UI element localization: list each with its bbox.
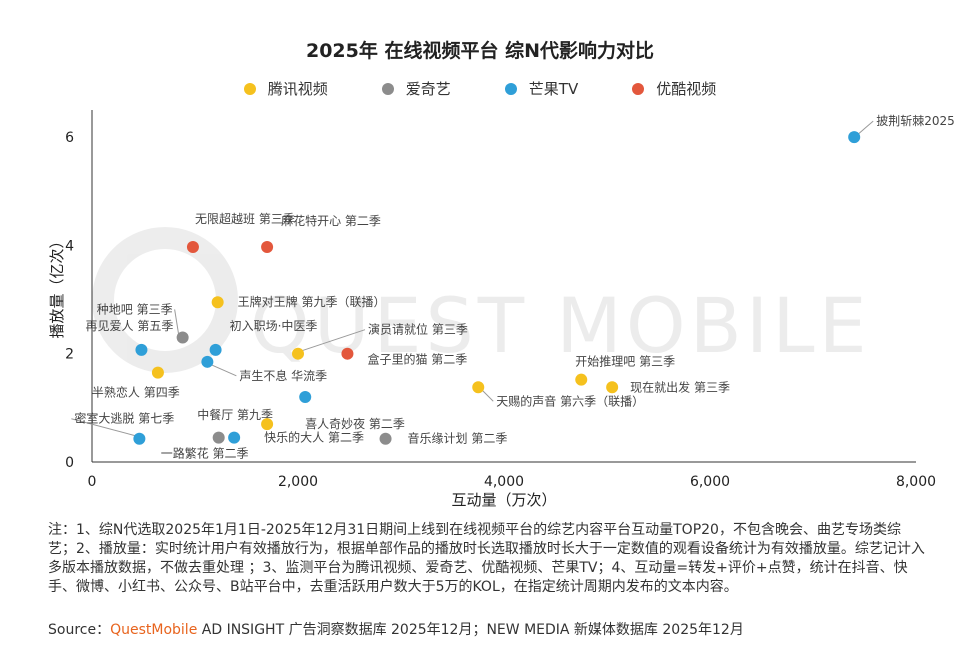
- legend-swatch-iqiyi: [381, 82, 394, 95]
- source-prefix: Source：: [48, 622, 111, 638]
- source-line: Source：QuestMobile AD INSIGHT 广告洞察数据库 20…: [48, 619, 744, 639]
- leader-line: [481, 389, 494, 402]
- data-point: [341, 347, 354, 360]
- data-point: [176, 331, 189, 344]
- x-tick-label: 6,000: [690, 474, 730, 490]
- data-point: [228, 431, 241, 444]
- leader-line: [301, 329, 366, 352]
- legend-item-mango: 芒果TV: [504, 78, 579, 99]
- footnotes: 注：1、综N代选取2025年1月1日-2025年12月31日期间上线到在线视频平…: [48, 521, 928, 597]
- data-point: [575, 373, 588, 386]
- data-label: 演员请就位 第三季: [368, 322, 468, 337]
- data-label: 再见爱人 第五季: [86, 319, 174, 333]
- y-tick-label: 4: [65, 238, 74, 254]
- legend-swatch-youku: [632, 82, 645, 95]
- data-point: [379, 432, 392, 445]
- x-tick-label: 8,000: [896, 474, 936, 490]
- data-label: 喜人奇妙夜 第二季: [305, 416, 405, 431]
- watermark-logo-ring: [92, 227, 238, 373]
- data-label: 音乐缘计划 第二季: [408, 431, 508, 446]
- data-label: 麻花特开心 第二季: [281, 213, 381, 228]
- legend-item-tencent: 腾讯视频: [243, 78, 328, 99]
- data-label: 披荆斩棘2025: [876, 114, 955, 128]
- data-point: [299, 391, 312, 404]
- data-point: [211, 296, 224, 309]
- source-brand: QuestMobile: [110, 622, 198, 638]
- data-label: 初入职场·中医季: [230, 318, 318, 333]
- x-axis-label: 互动量（万次）: [451, 491, 556, 509]
- legend-item-youku: 优酷视频: [632, 78, 716, 99]
- legend-label-youku: 优酷视频: [656, 80, 717, 98]
- data-label: 种地吧 第三季: [97, 302, 173, 316]
- data-point: [201, 355, 214, 368]
- legend-item-iqiyi: 爱奇艺: [381, 78, 451, 99]
- source-rest: AD INSIGHT 广告洞察数据库 2025年12月；NEW MEDIA 新媒…: [197, 622, 744, 638]
- data-point: [133, 432, 146, 445]
- data-point: [209, 343, 222, 356]
- data-label: 快乐的大人 第二季: [264, 430, 364, 445]
- data-point: [606, 381, 619, 394]
- footnote-text: 注：1、综N代选取2025年1月1日-2025年12月31日期间上线到在线视频平…: [48, 522, 925, 595]
- data-point: [186, 241, 199, 254]
- y-tick-label: 6: [65, 130, 74, 146]
- data-point: [292, 347, 304, 360]
- data-label: 无限超越班 第三季: [195, 211, 295, 226]
- legend-swatch-mango: [504, 82, 517, 95]
- data-label: 盒子里的猫 第二季: [367, 352, 467, 367]
- data-label: 天赐的声音 第六季（联播）: [496, 393, 644, 408]
- leader-line: [857, 120, 874, 135]
- leader-line: [71, 418, 136, 437]
- y-axis-label: 播放量（亿次）: [48, 233, 66, 338]
- leader-line: [174, 309, 180, 335]
- watermark: QUEST MOBILE: [92, 227, 867, 373]
- legend-label-tencent: 腾讯视频: [267, 80, 328, 98]
- legend: 腾讯视频 爱奇艺 芒果TV 优酷视频: [0, 78, 960, 99]
- data-point: [212, 431, 225, 444]
- x-tick-label: 0: [88, 474, 97, 490]
- data-point: [261, 418, 274, 431]
- data-point: [261, 241, 274, 254]
- scatter-chart: QUEST MOBILE 0 2,000 4,000 6,000 8,000 0 2 4 6 互动量…: [48, 110, 955, 509]
- data-point: [472, 381, 485, 394]
- data-label: 密室大逃脱 第七季: [74, 411, 174, 426]
- data-label: 开始推理吧 第三季: [575, 355, 675, 369]
- leader-line: [211, 364, 237, 377]
- data-label: 一路繁花 第二季: [161, 446, 249, 461]
- legend-label-iqiyi: 爱奇艺: [405, 80, 451, 98]
- data-point: [151, 366, 164, 379]
- data-point: [135, 343, 148, 356]
- legend-swatch-tencent: [243, 82, 256, 95]
- y-tick-label: 2: [65, 347, 74, 363]
- x-tick-label: 4,000: [484, 474, 524, 490]
- data-point: [848, 131, 861, 144]
- data-label: 中餐厅 第九季: [197, 407, 273, 422]
- chart-title: 2025年 在线视频平台 综N代影响力对比: [305, 40, 654, 62]
- legend-label-mango: 芒果TV: [528, 80, 579, 98]
- x-tick-label: 2,000: [278, 474, 318, 490]
- data-label: 半熟恋人 第四季: [92, 385, 180, 400]
- data-label: 声生不息 华流季: [239, 368, 327, 383]
- data-label: 王牌对王牌 第九季（联播）: [238, 295, 386, 309]
- y-tick-label: 0: [65, 455, 74, 471]
- data-label: 现在就出发 第三季: [630, 379, 730, 394]
